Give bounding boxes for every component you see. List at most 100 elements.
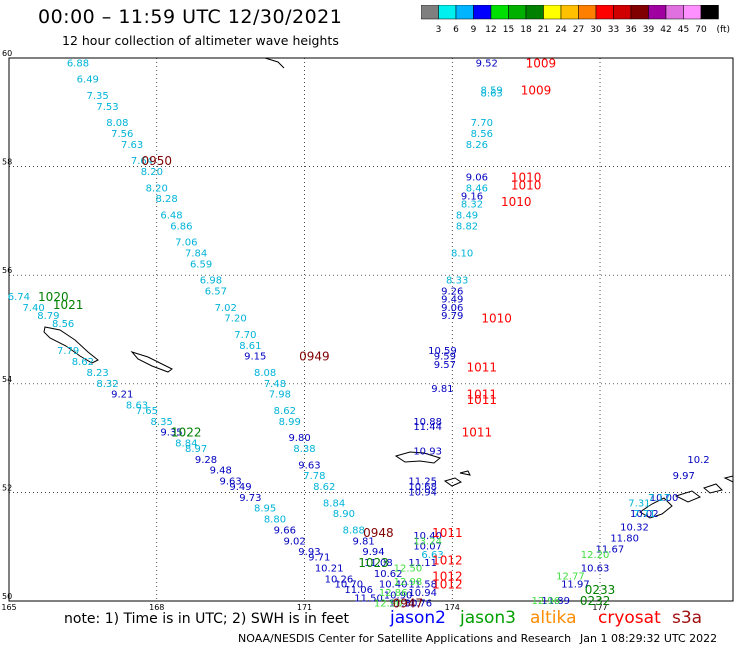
wave-height-value: 7.02 bbox=[215, 303, 237, 314]
pressure-value: 1012 bbox=[432, 553, 463, 567]
wave-height-value: 9.28 bbox=[195, 455, 217, 466]
wave-height-value: 9.66 bbox=[274, 525, 296, 536]
colorbar-label: 3 bbox=[436, 25, 442, 35]
wave-height-value: 11.25 bbox=[408, 477, 437, 488]
wave-height-value: 8.23 bbox=[87, 368, 109, 379]
wave-height-value: 10.40 bbox=[413, 531, 442, 542]
pressure-value: 0232 bbox=[580, 594, 611, 608]
wave-height-value: 9.73 bbox=[239, 493, 261, 504]
pressure-value: 1021 bbox=[53, 298, 84, 312]
wave-height-value: 8.88 bbox=[343, 525, 365, 536]
wave-height-value: 12.98 bbox=[394, 577, 423, 588]
wave-height-value: 8.79 bbox=[37, 311, 59, 322]
lat-label: 54 bbox=[2, 375, 12, 384]
wave-height-value: 8.62 bbox=[313, 482, 335, 493]
wave-height-value: 9.71 bbox=[308, 553, 330, 564]
wave-height-value: 9.49 bbox=[229, 482, 251, 493]
wave-height-value: 9.02 bbox=[284, 536, 306, 547]
wave-height-value: 8.95 bbox=[254, 504, 276, 515]
wave-height-value: 6.63 bbox=[421, 550, 443, 561]
wave-height-value: 7.70 bbox=[471, 118, 493, 129]
wave-height-value: 9.52 bbox=[476, 58, 498, 69]
pressure-value: 1010 bbox=[501, 195, 532, 209]
pressure-value: 1022 bbox=[171, 426, 202, 440]
wave-height-value: 8.62 bbox=[72, 357, 94, 368]
pressure-value: 0949 bbox=[299, 350, 330, 364]
colorbar-label: 6 bbox=[453, 25, 459, 35]
pressure-value: 1011 bbox=[467, 361, 498, 375]
wave-height-value: 8.84 bbox=[323, 498, 345, 509]
pressure-value: 1011 bbox=[467, 393, 498, 407]
lon-label: 177 bbox=[592, 603, 607, 612]
wave-height-value: 12.50 bbox=[394, 563, 423, 574]
wave-height-value: 9.49 bbox=[441, 295, 463, 306]
colorbar-label: 18 bbox=[520, 25, 532, 35]
wave-height-value: 10.32 bbox=[620, 523, 649, 534]
wave-height-colorbar: 3 6 9 12 15 18 21 24 27 30 33 36 39 42 45 70 (ft) bbox=[421, 5, 730, 35]
wave-height-value: 7.31 bbox=[628, 498, 650, 509]
wave-height-value: 10.59 bbox=[428, 346, 457, 357]
wave-height-value: 10.90 bbox=[384, 591, 413, 602]
colorbar-label: 24 bbox=[555, 25, 567, 35]
colorbar-label: 33 bbox=[608, 25, 619, 35]
wave-height-value: 12.77 bbox=[556, 572, 585, 583]
pressure-value: 1009 bbox=[521, 84, 552, 98]
wave-height-value: 12.20 bbox=[581, 550, 610, 561]
wave-height-value: 7.84 bbox=[185, 248, 207, 259]
wave-height-value: 8.62 bbox=[274, 406, 296, 417]
page-subtitle: 12 hour collection of altimeter wave hei… bbox=[62, 33, 339, 48]
wave-height-value: 7.48 bbox=[264, 379, 286, 390]
wave-height-value: 13.24 bbox=[413, 536, 442, 547]
footer-credit: NOAA/NESDIS Center for Satellite Applica… bbox=[238, 632, 572, 645]
wave-height-value: 8.99 bbox=[279, 417, 301, 428]
pressure-value: 1011 bbox=[432, 526, 463, 540]
island-outline bbox=[459, 470, 471, 476]
wave-height-value: 9.81 bbox=[352, 536, 374, 547]
colorbar-label: 42 bbox=[660, 25, 671, 35]
wave-height-value: 10.63 bbox=[581, 563, 610, 574]
wave-height-value: 9.80 bbox=[288, 433, 310, 444]
wave-height-value: 12.90 bbox=[374, 599, 403, 610]
legend-cryosat: cryosat bbox=[598, 608, 661, 628]
wave-height-value: 10.93 bbox=[413, 447, 442, 458]
wave-height-value: 8.08 bbox=[106, 118, 128, 129]
legend-altika: altika bbox=[530, 608, 577, 628]
lat-label: 52 bbox=[2, 483, 12, 492]
wave-height-value: 11.11 bbox=[408, 558, 437, 569]
wave-height-value: 11.06 bbox=[344, 585, 373, 596]
colorbar-label: 12 bbox=[485, 25, 496, 35]
colorbar-label: 39 bbox=[643, 25, 655, 35]
colorbar-label: 70 bbox=[695, 25, 707, 35]
wave-height-value: 11.08 bbox=[364, 558, 393, 569]
wave-height-value: 12.86 bbox=[379, 588, 408, 599]
wave-height-value: 7.70 bbox=[234, 330, 256, 341]
wave-height-value: 6.49 bbox=[77, 75, 99, 86]
wave-height-value: 11.67 bbox=[596, 544, 625, 555]
wave-height-value: 11.50 bbox=[354, 593, 383, 604]
legend-jason3: jason3 bbox=[460, 608, 516, 628]
lat-label: 60 bbox=[2, 49, 12, 58]
wave-height-value: 9.48 bbox=[210, 466, 232, 477]
island-outline bbox=[130, 351, 173, 373]
wave-height-value: 9.06 bbox=[466, 172, 488, 183]
wave-height-value: 10.94 bbox=[408, 487, 437, 498]
wave-height-value: 8.56 bbox=[52, 319, 74, 330]
colorbar-label: 27 bbox=[573, 25, 584, 35]
wave-height-value: 7.20 bbox=[224, 314, 246, 325]
wave-height-value: 8.35 bbox=[151, 417, 173, 428]
wave-height-value: 8.32 bbox=[461, 200, 483, 211]
wave-height-value: 10.2 bbox=[687, 455, 709, 466]
lon-label: 165 bbox=[1, 603, 16, 612]
pressure-value: 0950 bbox=[141, 154, 172, 168]
wave-height-value: 7.78 bbox=[303, 471, 325, 482]
wave-height-value: 7.98 bbox=[269, 390, 291, 401]
pressure-value: 0948 bbox=[363, 526, 394, 540]
map-frame bbox=[8, 57, 734, 602]
wave-height-value: 7.56 bbox=[111, 129, 133, 140]
pressure-value: 1009 bbox=[526, 56, 557, 70]
lat-label: 58 bbox=[2, 158, 12, 167]
wave-height-value: 8.80 bbox=[264, 515, 286, 526]
island-outline bbox=[723, 475, 734, 483]
wave-height-value: 8.46 bbox=[466, 183, 488, 194]
pressure-value: 1010 bbox=[511, 179, 542, 193]
